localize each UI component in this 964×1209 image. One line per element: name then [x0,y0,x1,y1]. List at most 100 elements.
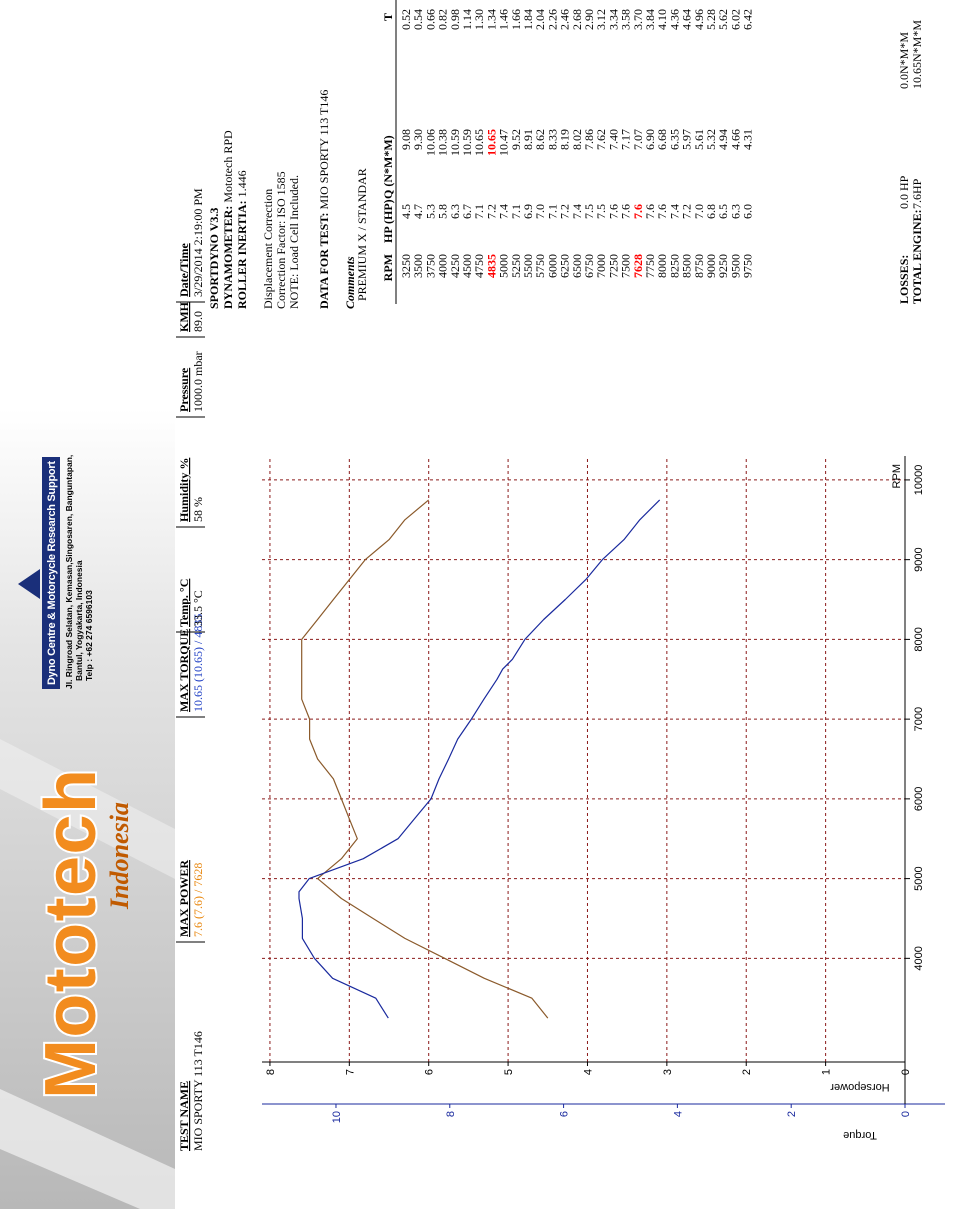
table-cell: 9250 [716,254,730,278]
y2-tick-label: 10 [331,1111,343,1123]
total-label: LOSSES: [897,255,911,304]
centre-name: Dyno Centre & Motorcycle Research Suppor… [46,461,58,685]
table-cell: 4250 [448,254,462,278]
info-note: Correction Factor: ISO 1585 [274,171,288,309]
table-cell: 10.47 [497,129,511,156]
table-cell: 7.4 [667,204,681,219]
table-cell: 7.2 [484,204,498,219]
total-hp: 7.6HP [910,178,924,209]
table-cell: 1.84 [521,9,535,30]
table-cell: 9750 [741,254,755,278]
table-cell: 4835 [484,254,498,278]
table-cell: 6.8 [704,204,718,219]
table-cell: 10.38 [436,129,450,156]
summary-value: 3/29/2014 2:19:00 PM [191,188,205,297]
table-cell: 8.33 [545,129,559,150]
table-cell: 7.6 [643,204,657,219]
table-header: HP (HP) [381,199,395,243]
table-cell: 8500 [680,254,694,278]
table-cell: 7.6 [606,204,620,219]
test-value: MIO SPORTY 113 T146 [317,90,331,210]
address-line: Bantul, Yogyakarta, Indonesia [74,560,84,681]
table-cell: 2.68 [570,9,584,30]
table-cell: 9.08 [399,129,413,150]
summary-value: MIO SPORTY 113 T146 [191,1031,205,1151]
y2-tick-label: 0 [900,1111,912,1117]
centre-bar [42,457,60,689]
table-cell: 4.94 [716,129,730,150]
table-cell: 5.28 [704,9,718,30]
table-cell: 8.62 [533,129,547,150]
table-cell: 3.12 [594,9,608,30]
table-cell: 0.66 [423,9,437,30]
summary-label: KMH [177,301,191,332]
y2-axis-label: Torque [843,1129,877,1141]
table-cell: 3.84 [643,9,657,30]
table-cell: 7.1 [545,204,559,219]
table-cell: 7.0 [692,204,706,219]
summary-value: 10.65 (10.65) / 4835 [191,614,205,712]
table-cell: 1.46 [497,9,511,30]
table-cell: 7.0 [533,204,547,219]
table-cell: 7250 [606,254,620,278]
table-cell: 1.34 [484,9,498,30]
info-value: Mototech RPD [221,130,235,203]
banner-stripe [0,1089,175,1209]
table-cell: 2.46 [558,9,572,30]
info-note: Displacement Correction [261,189,275,309]
x-tick-label: 5000 [913,866,925,890]
summary-value: 1000.0 mbar [191,351,205,412]
table-cell: 7.1 [472,204,486,219]
total-hp: 0.0 HP [897,175,911,209]
table-cell: 4750 [472,254,486,278]
y-tick-label: 5 [503,1069,515,1075]
total-q: 0.0N*M*M [897,32,911,89]
info-line: ROLLER INERTIA: 1.446 [235,170,249,309]
table-cell: 5.62 [716,9,730,30]
table-cell: 8000 [655,254,669,278]
table-cell: 4500 [460,254,474,278]
table-cell: 5750 [533,254,547,278]
y-tick-label: 7 [344,1069,356,1075]
y-tick-label: 8 [265,1069,277,1075]
summary-value: 7.6 (7.6) / 7628 [191,863,205,937]
table-cell: 3.58 [619,9,633,30]
table-cell: 7.5 [594,204,608,219]
y-tick-label: 4 [582,1069,594,1075]
logo-sub: Indonesia [105,802,134,910]
summary-label: Date/Time [177,243,191,297]
summary-value: 89.0 [191,311,205,332]
table-cell: 7.1 [509,204,523,219]
total-q: 10.65N*M*M [910,20,924,89]
total-label: TOTAL ENGINE: [910,209,924,304]
y-tick-label: 3 [662,1069,674,1075]
table-cell: 6750 [582,254,596,278]
summary-label: Temp. °C [177,579,191,627]
table-cell: 6.02 [728,9,742,30]
table-cell: 7.2 [680,204,694,219]
info-value: 1.446 [235,170,249,197]
table-cell: 4.31 [741,129,755,150]
table-cell: 2.04 [533,9,547,30]
table-cell: 0.98 [448,9,462,30]
table-cell: 5.61 [692,129,706,150]
table-cell: 5.8 [436,204,450,219]
table-cell: 10.65 [484,129,498,156]
table-cell: 8250 [667,254,681,278]
x-tick-label: 10000 [913,465,925,496]
table-cell: 2.26 [545,9,559,30]
table-header: T [381,13,395,21]
table-cell: 10.06 [423,129,437,156]
table-cell: 10.65 [472,129,486,156]
table-cell: 9500 [728,254,742,278]
table-cell: 6.0 [741,204,755,219]
banner-stripe [0,739,175,879]
table-cell: 5.3 [423,204,437,219]
table-cell: 10.59 [460,129,474,156]
table-cell: 5000 [497,254,511,278]
table-header: RPM [381,254,395,281]
x-tick-label: 4000 [913,946,925,970]
